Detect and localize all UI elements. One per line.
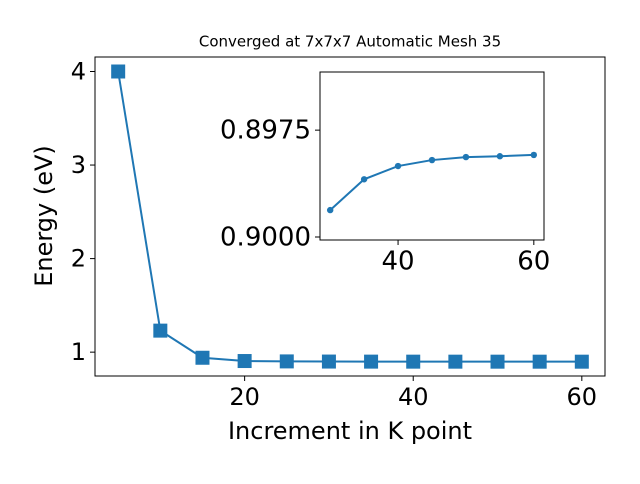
data-point: [428, 156, 436, 164]
data-line: [117, 71, 582, 363]
data-point: [326, 206, 334, 214]
data-point: [153, 323, 168, 338]
data-point: [530, 151, 538, 159]
data-point: [448, 354, 463, 369]
y-axis-label: Energy (eV): [30, 145, 58, 287]
y-tick-label: 3: [71, 151, 86, 179]
data-point: [364, 354, 379, 369]
data-point: [532, 354, 547, 369]
data-point: [321, 354, 336, 369]
data-point: [406, 354, 421, 369]
x-tick-label: 40: [382, 247, 415, 277]
data-point: [279, 354, 294, 369]
y-tick-label: 4: [71, 58, 86, 86]
chart-title: Converged at 7x7x7 Automatic Mesh 35: [199, 33, 501, 51]
x-tick-label: 60: [567, 383, 598, 411]
data-point: [496, 153, 504, 160]
y-tick-label: 0.9000: [220, 223, 311, 253]
data-point: [490, 354, 505, 369]
y-tick-label: 2: [71, 245, 86, 273]
y-tick-label: 0.8975: [220, 116, 311, 146]
data-point: [462, 153, 470, 161]
y-tick-label: 1: [71, 338, 86, 366]
x-tick-label: 60: [517, 247, 550, 277]
x-tick-label: 20: [229, 383, 260, 411]
data-point: [360, 176, 368, 183]
axes-frame: [94, 56, 606, 377]
x-axis-label: Increment in K point: [228, 417, 472, 445]
x-tick-label: 40: [398, 383, 429, 411]
data-point: [237, 354, 252, 369]
data-point: [111, 64, 126, 79]
data-point: [574, 354, 589, 369]
axes-frame: [319, 71, 545, 241]
data-point: [195, 350, 210, 365]
data-point: [394, 162, 402, 170]
